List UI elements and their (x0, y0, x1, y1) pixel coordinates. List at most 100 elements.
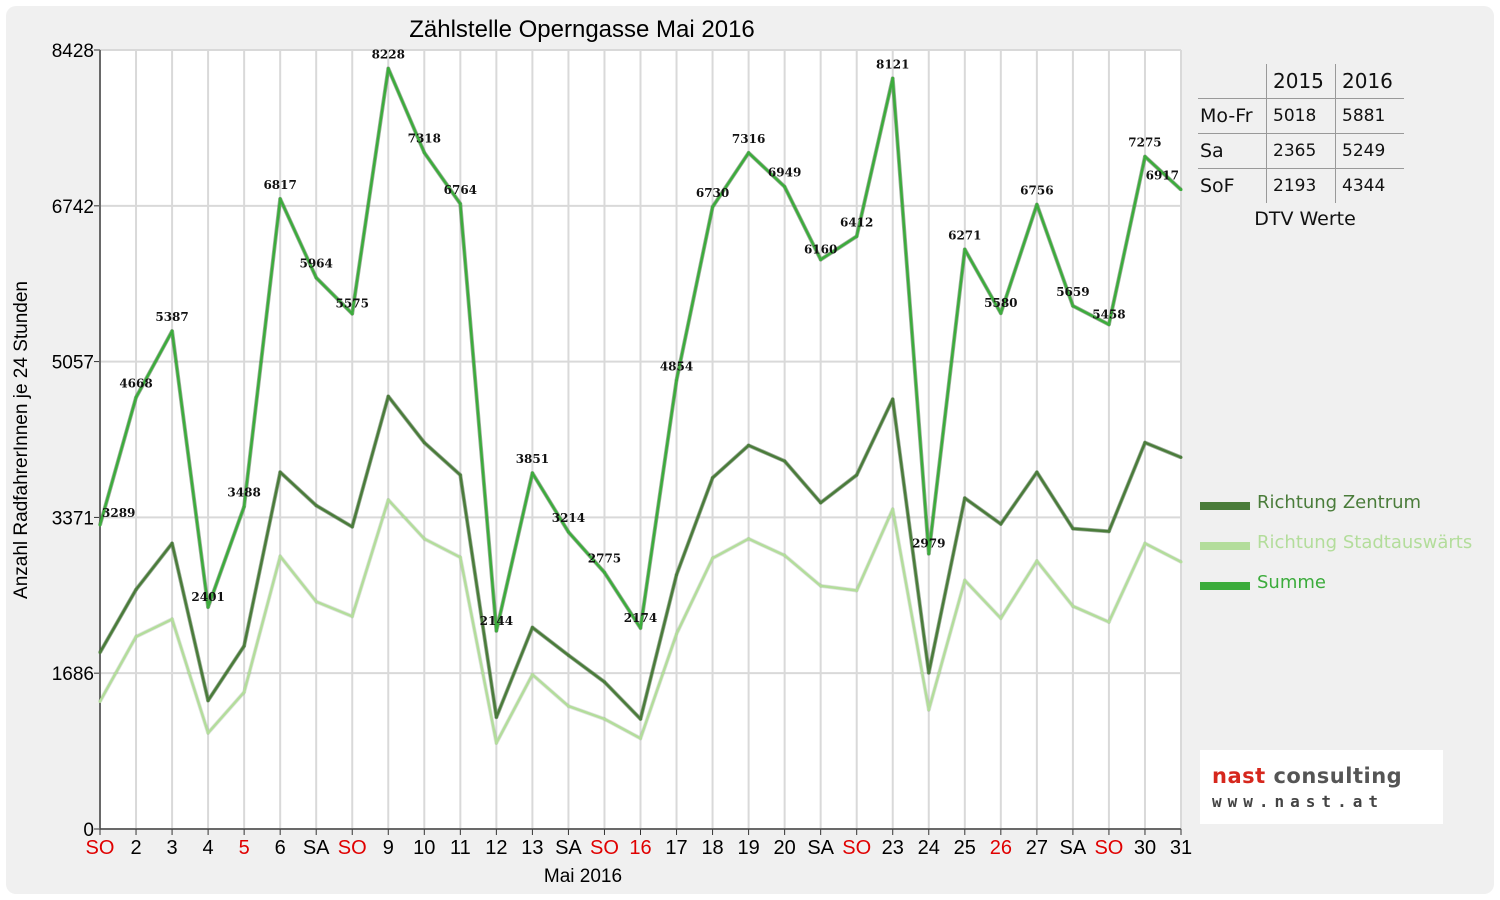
x-tick-label: 6 (275, 837, 286, 859)
logo-name: nast consulting (1212, 764, 1402, 788)
data-point (711, 476, 715, 480)
y-tick-label: 1686 (52, 664, 94, 685)
data-label: 2401 (191, 590, 224, 604)
company-logo: nast consulting www.nast.at (1200, 750, 1443, 824)
dtv-row-label: SoF (1198, 168, 1267, 203)
y-axis-title: Anzahl RadfahrerInnen je 24 Stunden (11, 281, 32, 599)
data-point (494, 741, 498, 745)
x-axis-title: Mai 2016 (544, 866, 622, 887)
data-point (1143, 441, 1147, 445)
logo-name-grey: consulting (1265, 764, 1403, 788)
x-tick-label: 2 (130, 837, 141, 859)
data-label: 5458 (1092, 308, 1125, 322)
x-tick-label: SA (807, 837, 834, 859)
data-point (999, 522, 1003, 526)
dtv-header-cell (1198, 64, 1267, 99)
data-point (819, 584, 823, 588)
data-point (386, 498, 390, 502)
data-point (639, 626, 642, 630)
legend-label: Summe (1257, 572, 1326, 593)
data-label: 6756 (1020, 184, 1053, 198)
dtv-cell: 5018 (1266, 98, 1336, 134)
data-label: 6817 (263, 178, 296, 192)
x-tick-label: 17 (665, 837, 687, 859)
data-label: 6412 (840, 215, 873, 229)
data-label: 6730 (696, 186, 729, 200)
data-point (927, 671, 931, 675)
data-point (458, 555, 462, 559)
data-point (422, 441, 426, 445)
data-label: 2174 (624, 611, 657, 625)
data-point (747, 151, 751, 155)
data-point (855, 473, 859, 477)
x-tick-label: SA (555, 837, 582, 859)
data-label: 3488 (227, 486, 260, 500)
dtv-cell: 2193 (1266, 168, 1336, 203)
data-label: 4668 (119, 377, 152, 391)
data-point (999, 616, 1003, 620)
data-point (927, 708, 931, 712)
data-point (711, 556, 715, 560)
y-tick-label: 0 (83, 820, 94, 841)
logo-url: www.nast.at (1212, 792, 1384, 811)
data-point (278, 470, 282, 474)
x-tick-label: 20 (774, 837, 796, 859)
data-label: 6917 (1146, 169, 1179, 183)
data-point (458, 473, 462, 477)
data-point (855, 234, 859, 238)
dtv-row-label: Mo-Fr (1198, 98, 1267, 134)
data-point (1179, 560, 1183, 564)
data-point (891, 397, 895, 401)
data-point (783, 553, 787, 557)
data-point (1143, 155, 1147, 159)
data-point (747, 537, 751, 541)
data-point (494, 715, 498, 719)
data-label: 6764 (444, 183, 477, 197)
legend-label: Richtung Zentrum (1257, 492, 1422, 513)
x-tick-label: 30 (1134, 837, 1156, 859)
data-label: 3289 (102, 506, 135, 520)
data-label: 7275 (1128, 136, 1161, 150)
data-point (530, 673, 534, 677)
x-tick-label: 10 (413, 837, 435, 859)
x-tick-label: SA (303, 837, 330, 859)
data-point (675, 632, 679, 636)
logo-name-red: nast (1212, 764, 1266, 788)
data-point (602, 571, 606, 575)
data-point (1143, 541, 1147, 545)
data-point (170, 329, 174, 333)
dtv-cell: 4344 (1342, 176, 1386, 196)
data-point (242, 505, 246, 509)
data-point (458, 202, 462, 206)
x-tick-label: 13 (521, 837, 543, 859)
data-point (639, 736, 642, 740)
data-point (927, 552, 931, 556)
dtv-row: Sa 2365 5249 (1198, 133, 1404, 169)
data-label: 2144 (480, 614, 513, 628)
data-label: 2775 (588, 552, 621, 566)
chart-title: Zählstelle Operngasse Mai 2016 (409, 16, 755, 43)
dtv-cell: 5881 (1335, 98, 1404, 134)
data-point (134, 588, 138, 592)
data-label: 5659 (1056, 285, 1089, 299)
x-tick-label: SO (1094, 837, 1123, 859)
legend-swatch (1200, 582, 1250, 590)
data-point (134, 635, 138, 639)
data-point (314, 503, 318, 507)
data-point (602, 680, 606, 684)
data-label: 5575 (336, 297, 369, 311)
data-label: 5387 (155, 310, 188, 324)
data-point (855, 589, 859, 593)
x-tick-label: 3 (167, 837, 178, 859)
data-label: 8121 (876, 57, 909, 71)
data-point (350, 312, 354, 316)
data-point (711, 205, 715, 209)
data-point (747, 443, 751, 447)
data-point (1107, 529, 1111, 533)
y-tick-label: 5057 (52, 353, 94, 374)
x-tick-label: SA (1060, 837, 1087, 859)
data-point (675, 378, 679, 382)
data-point (350, 614, 354, 618)
x-tick-label: 16 (629, 837, 651, 859)
